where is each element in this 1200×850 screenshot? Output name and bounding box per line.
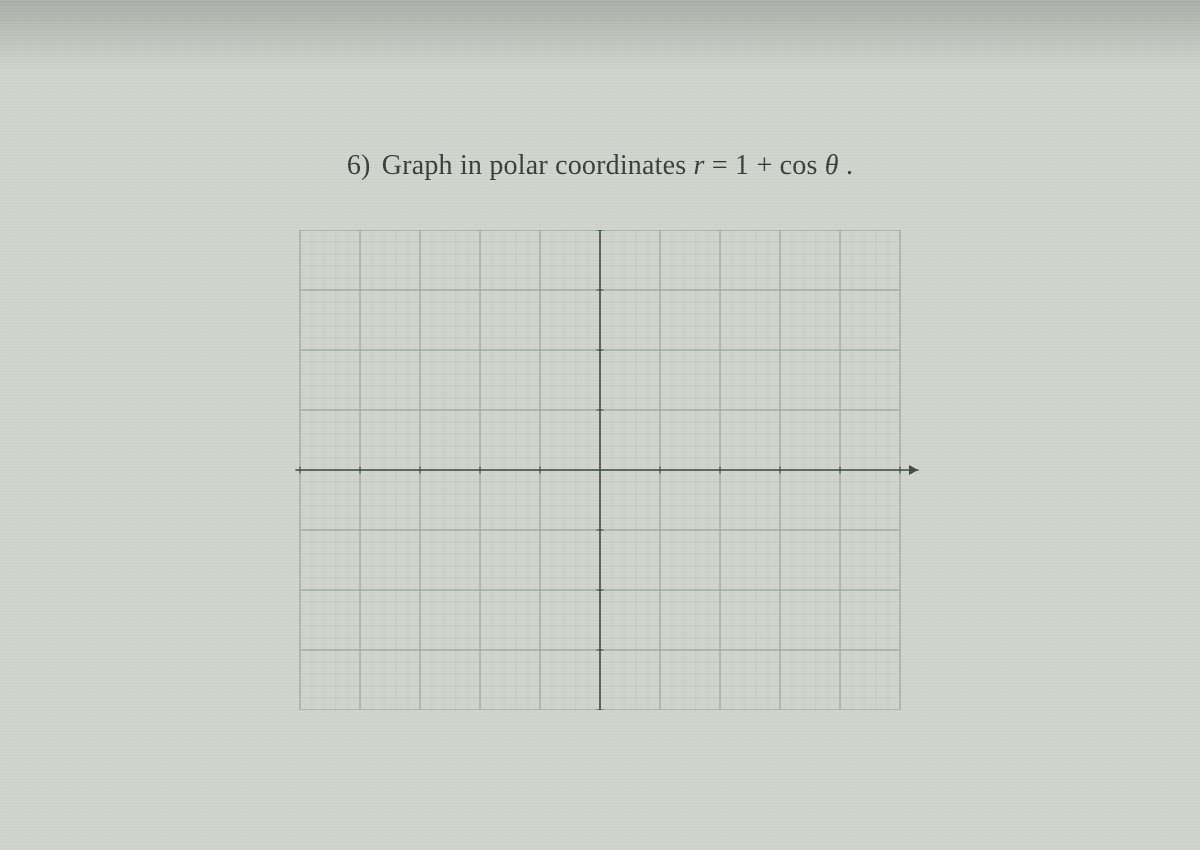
equation-suffix: .	[846, 150, 853, 181]
question-prefix: Graph in polar coordinates	[382, 150, 694, 181]
question-number: 6)	[347, 150, 371, 181]
equation-rhs-const: 1 + cos	[735, 150, 825, 181]
equation-equals: =	[712, 150, 735, 181]
page-shadow	[0, 0, 1200, 70]
equation-lhs: r	[694, 150, 705, 181]
question-text: 6) Graph in polar coordinates r = 1 + co…	[0, 150, 1200, 182]
equation-rhs-var: θ	[825, 150, 839, 181]
blank-grid-chart	[270, 230, 930, 710]
graph-area	[270, 230, 930, 710]
